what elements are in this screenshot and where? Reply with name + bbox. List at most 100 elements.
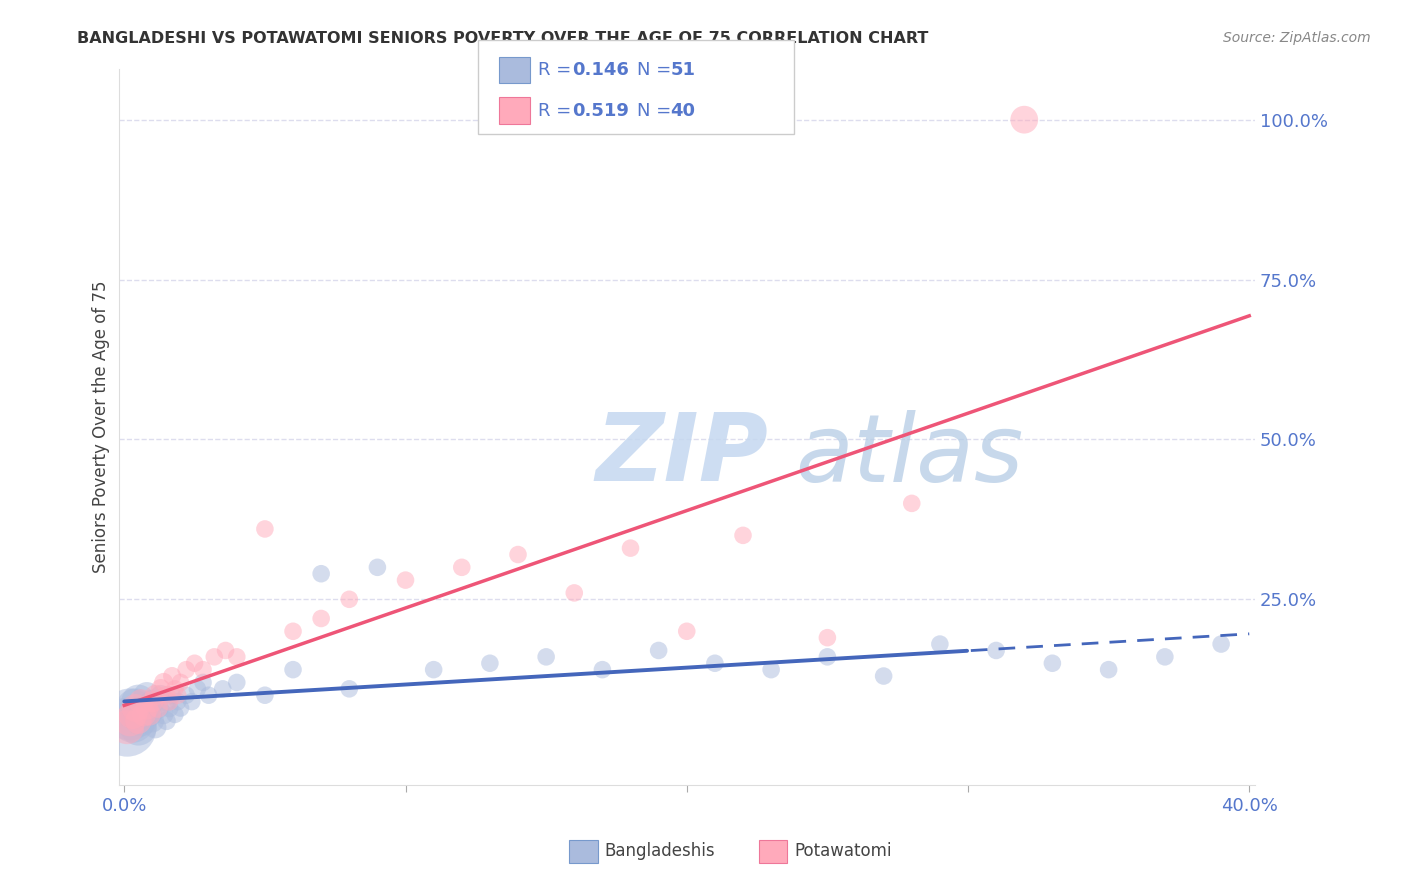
Point [138,707,160,722]
Point [146,701,169,715]
Point [160,669,183,683]
Text: atlas: atlas [794,409,1024,500]
Point [1040,657,1063,671]
Point [506,548,529,562]
Point [872,669,894,683]
Point [647,643,669,657]
Point [149,681,172,696]
Text: 40: 40 [671,102,696,120]
Point [163,707,186,722]
Point [174,663,197,677]
Point [166,695,188,709]
Point [135,701,157,715]
Point [129,714,152,728]
Point [121,707,143,722]
Point [129,695,152,709]
Text: Source: ZipAtlas.com: Source: ZipAtlas.com [1223,31,1371,45]
Point [141,695,163,709]
Point [169,701,191,715]
Text: Potawatomi: Potawatomi [794,842,891,860]
Point [202,649,225,664]
Point [146,701,169,715]
Point [127,714,149,728]
Point [138,707,160,722]
Point [143,720,166,734]
Point [191,663,214,677]
Point [815,649,838,664]
Text: 0.519: 0.519 [572,102,628,120]
Point [191,675,214,690]
Point [562,586,585,600]
Point [141,714,163,728]
Point [815,631,838,645]
Point [703,657,725,671]
Point [115,720,138,734]
Point [1154,649,1177,664]
Point [163,681,186,696]
Point [152,707,174,722]
Text: BANGLADESHI VS POTAWATOMI SENIORS POVERTY OVER THE AGE OF 75 CORRELATION CHART: BANGLADESHI VS POTAWATOMI SENIORS POVERT… [77,31,929,46]
Point [394,573,416,587]
Point [124,701,146,715]
Point [225,649,247,664]
Point [984,643,1007,657]
Point [534,649,557,664]
Point [1012,112,1035,127]
Point [1211,637,1233,651]
Point [619,541,641,556]
Point [166,688,188,702]
Point [478,657,501,671]
Point [337,681,360,696]
Point [309,566,332,581]
Text: N =: N = [637,102,676,120]
Point [1097,663,1119,677]
Point [174,688,197,702]
Text: R =: R = [538,61,578,79]
Point [186,681,208,696]
Point [141,695,163,709]
Text: 0.146: 0.146 [572,61,628,79]
Point [157,695,180,709]
Point [135,701,157,715]
Point [309,611,332,625]
Point [281,663,304,677]
Point [121,714,143,728]
Point [152,675,174,690]
Point [157,701,180,715]
Text: 51: 51 [671,61,696,79]
Point [183,657,205,671]
Point [197,688,219,702]
Text: N =: N = [637,61,676,79]
Text: R =: R = [538,102,578,120]
Point [928,637,950,651]
Point [155,688,177,702]
Point [211,681,233,696]
Point [143,688,166,702]
Point [225,675,247,690]
Point [132,707,155,722]
Point [135,688,157,702]
Point [169,675,191,690]
Y-axis label: Seniors Poverty Over the Age of 75: Seniors Poverty Over the Age of 75 [93,280,110,573]
Point [450,560,472,574]
Point [731,528,754,542]
Point [759,663,782,677]
Point [281,624,304,639]
Point [214,643,236,657]
Point [118,714,141,728]
Point [124,701,146,715]
Point [115,720,138,734]
Point [155,695,177,709]
Point [127,695,149,709]
Point [337,592,360,607]
Point [160,688,183,702]
Point [127,720,149,734]
Point [366,560,388,574]
Text: Bangladeshis: Bangladeshis [605,842,716,860]
Point [253,522,276,536]
Point [155,714,177,728]
Point [118,707,141,722]
Point [132,707,155,722]
Point [149,688,172,702]
Point [253,688,276,702]
